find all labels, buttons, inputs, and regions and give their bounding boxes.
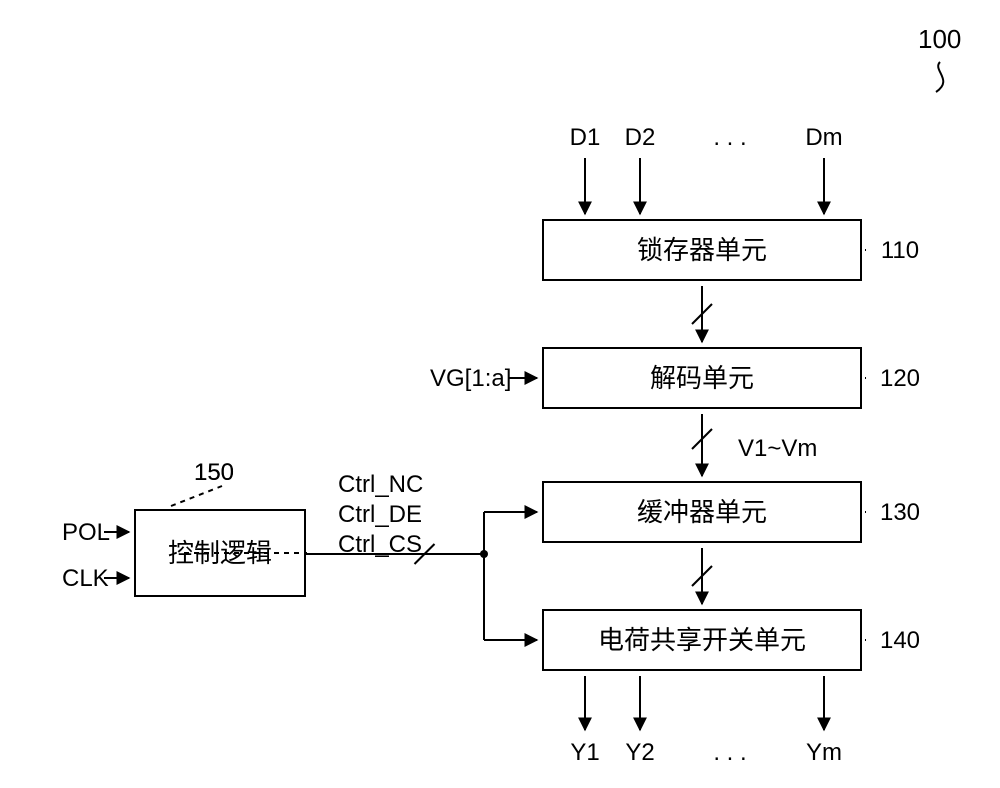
side-input-POL: POL — [62, 519, 110, 546]
block-label-buffer: 缓冲器单元 — [637, 497, 767, 527]
side-input-VG[1:a]: VG[1:a] — [430, 365, 511, 392]
block-label-latch: 锁存器单元 — [637, 235, 767, 265]
signal-v1vm: V1~Vm — [738, 435, 817, 462]
output-Y1: Y1 — [570, 739, 599, 766]
ref-latch: 110 — [881, 237, 919, 264]
output-Ym: Ym — [806, 739, 842, 766]
block-label-decode: 解码单元 — [650, 363, 754, 393]
ctrl-signal-Ctrl_NC: Ctrl_NC — [338, 471, 423, 498]
ref-buffer: 130 — [880, 499, 920, 526]
figure-lead-curve — [936, 62, 943, 92]
block-label-charge: 电荷共享开关单元 — [598, 625, 806, 655]
input-D1: D1 — [570, 124, 601, 151]
ctrl-signal-Ctrl_CS: Ctrl_CS — [338, 531, 422, 558]
ref-decode: 120 — [880, 365, 920, 392]
output-Y2: Y2 — [625, 739, 654, 766]
figure-number: 100 — [918, 24, 961, 54]
input-ellipsis: . . . — [713, 124, 746, 151]
input-Dm: Dm — [805, 124, 842, 151]
block-diagram: 100锁存器单元110解码单元120缓冲器单元130电荷共享开关单元140控制逻… — [0, 0, 1000, 788]
input-D2: D2 — [625, 124, 656, 151]
side-input-CLK: CLK — [62, 565, 109, 592]
ref-charge: 140 — [880, 627, 920, 654]
output-ellipsis: . . . — [713, 739, 746, 766]
ref-ctrl: 150 — [194, 459, 234, 486]
ctrl-signal-Ctrl_DE: Ctrl_DE — [338, 501, 422, 528]
